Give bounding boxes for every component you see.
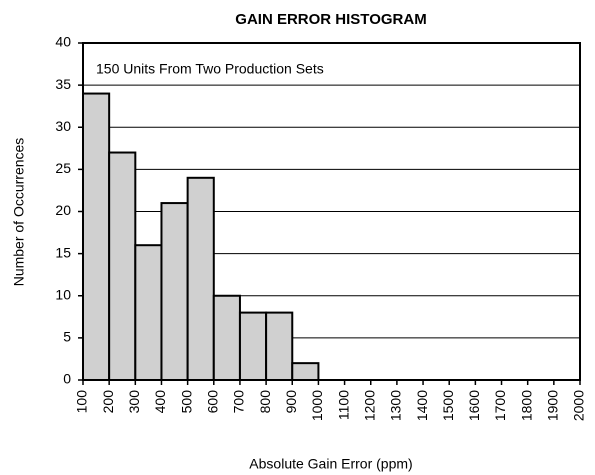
y-tick-label: 40 <box>55 34 71 50</box>
annotation: 150 Units From Two Production Sets <box>96 61 324 77</box>
y-tick-label: 15 <box>55 244 71 260</box>
bar <box>291 362 320 381</box>
x-axis-label: Absolute Gain Error (ppm) <box>249 456 412 472</box>
y-tick-label: 25 <box>55 160 71 176</box>
x-tick-label: 100 <box>74 390 90 414</box>
x-tick-label: 1900 <box>545 390 561 421</box>
bar <box>265 311 294 382</box>
x-tick-label: 1600 <box>466 390 482 421</box>
bar <box>82 92 111 382</box>
x-tick-label: 600 <box>204 390 220 414</box>
y-tick-label: 35 <box>55 76 71 92</box>
x-tick-label: 2000 <box>571 390 587 421</box>
y-tick-label: 5 <box>63 329 71 345</box>
bar <box>238 311 268 382</box>
bar <box>108 151 137 381</box>
x-tick-label: 1100 <box>335 390 351 420</box>
x-tick-label: 800 <box>257 390 273 414</box>
y-axis-label: Number of Occurrences <box>11 138 27 287</box>
y-tick-label: 0 <box>63 371 71 387</box>
bar <box>186 176 215 381</box>
x-tick-label: 1700 <box>492 390 508 421</box>
x-tick-label: 1000 <box>309 390 325 421</box>
x-tick-label: 1500 <box>440 390 456 421</box>
x-tick-label: 300 <box>126 390 142 414</box>
x-tick-label: 200 <box>100 390 116 414</box>
bar <box>134 244 163 381</box>
y-tick-label: 10 <box>55 286 71 302</box>
plot-frame <box>82 42 581 381</box>
x-tick-label: 1400 <box>414 390 430 421</box>
x-tick-label: 900 <box>283 390 299 414</box>
x-tick-label: 1300 <box>388 390 404 421</box>
x-tick-label: 1800 <box>518 390 534 421</box>
x-tick-label: 400 <box>152 390 168 414</box>
x-tick-label: 700 <box>231 390 247 414</box>
y-tick-label: 30 <box>55 118 71 134</box>
bar <box>212 294 241 381</box>
x-tick-label: 500 <box>178 390 194 414</box>
bar <box>160 202 189 381</box>
chart-title: GAIN ERROR HISTOGRAM <box>235 11 426 28</box>
y-tick-label: 20 <box>55 202 71 218</box>
x-tick-label: 1200 <box>361 390 377 421</box>
